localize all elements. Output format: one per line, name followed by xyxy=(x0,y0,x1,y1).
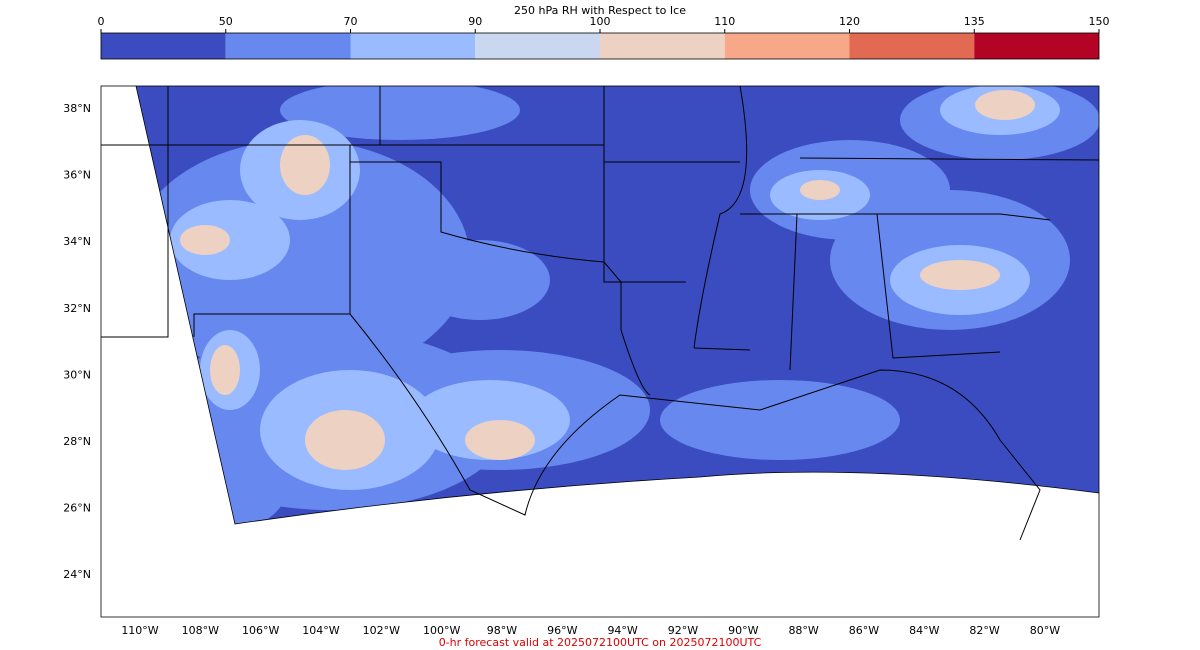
lon-label: 104°W xyxy=(302,624,339,637)
colorbar-tick-label: 100 xyxy=(590,15,611,28)
lat-label: 28°N xyxy=(63,435,91,448)
lon-label: 108°W xyxy=(182,624,219,637)
lon-label: 80°W xyxy=(1030,624,1060,637)
lat-labels: 38°N 36°N 34°N 32°N 30°N 28°N 26°N 24°N xyxy=(63,102,91,581)
map-frame xyxy=(100,85,1100,618)
colorbar-segment xyxy=(225,33,351,59)
colorbar-segment xyxy=(600,33,725,59)
lon-label: 84°W xyxy=(909,624,939,637)
colorbar-segment xyxy=(101,33,226,59)
colorbar-tick-label: 50 xyxy=(219,15,233,28)
colorbar-title: 250 hPa RH with Respect to Ice xyxy=(514,4,686,17)
lat-label: 34°N xyxy=(63,235,91,248)
colorbar-segment xyxy=(475,33,600,59)
lat-label: 32°N xyxy=(63,302,91,315)
lon-label: 100°W xyxy=(423,624,460,637)
lon-label: 92°W xyxy=(668,624,698,637)
colorbar-tick-label: 90 xyxy=(468,15,482,28)
lon-label: 86°W xyxy=(849,624,879,637)
boundaries xyxy=(101,85,1100,541)
colorbar-tick-label: 110 xyxy=(714,15,735,28)
colorbar-tick-label: 0 xyxy=(98,15,105,28)
lat-label: 36°N xyxy=(63,169,91,182)
colorbar-segment xyxy=(350,33,476,59)
lon-labels: 110°W 108°W 106°W 104°W 102°W 100°W 98°W 96°W 94… xyxy=(121,624,1060,637)
lat-label: 38°N xyxy=(63,102,91,115)
colorbar-tick-label: 150 xyxy=(1089,15,1110,28)
colorbar-segment xyxy=(849,33,975,59)
lon-label: 90°W xyxy=(728,624,758,637)
map-field xyxy=(136,86,1099,524)
lat-label: 30°N xyxy=(63,368,91,381)
lon-label: 96°W xyxy=(547,624,577,637)
colorbar-frame xyxy=(100,32,1100,60)
lat-label: 26°N xyxy=(63,502,91,515)
colorbar-tick-label: 135 xyxy=(964,15,985,28)
lon-label: 98°W xyxy=(487,624,517,637)
lon-label: 106°W xyxy=(242,624,279,637)
lon-label: 88°W xyxy=(788,624,818,637)
colorbar-tick-label: 70 xyxy=(344,15,358,28)
colorbar-tick-label: 120 xyxy=(839,15,860,28)
colorbar: 0 50 70 90 100 110 120 135 150 xyxy=(98,15,1110,59)
footer: 0-hr forecast valid at 2025072100UTC on … xyxy=(439,636,762,649)
colorbar-segment xyxy=(974,33,1099,59)
lat-label: 24°N xyxy=(63,568,91,581)
lon-label: 94°W xyxy=(607,624,637,637)
lon-label: 102°W xyxy=(363,624,400,637)
lon-label: 82°W xyxy=(969,624,999,637)
colorbar-segment xyxy=(724,33,850,59)
lon-label: 110°W xyxy=(121,624,158,637)
